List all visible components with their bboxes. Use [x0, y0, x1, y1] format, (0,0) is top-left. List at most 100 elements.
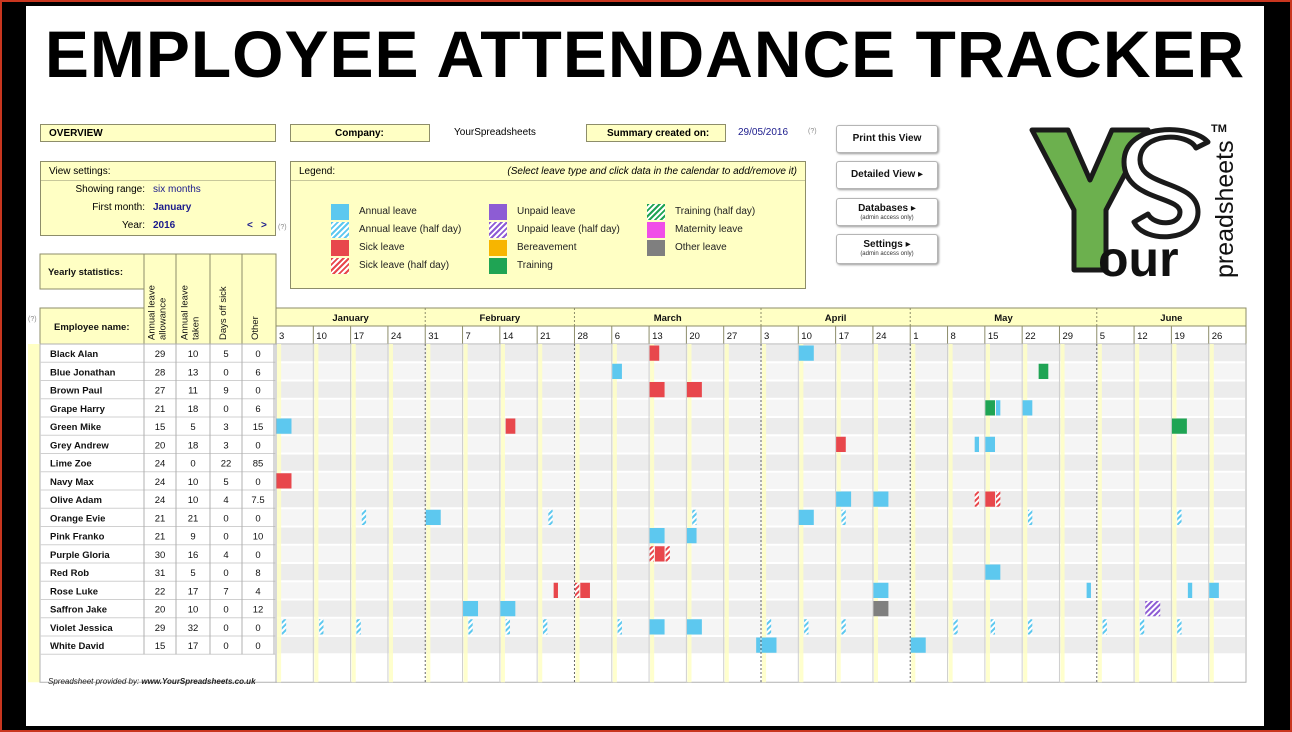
- employee-name[interactable]: Grape Harry: [50, 404, 106, 415]
- leave-entry-sick[interactable]: [654, 546, 665, 562]
- calendar-row[interactable]: [277, 399, 1245, 416]
- leave-entry-annual[interactable]: [985, 564, 1001, 580]
- leave-entry-annual[interactable]: [425, 509, 441, 525]
- legend-swatch[interactable]: [489, 222, 507, 238]
- leave-entry-annual[interactable]: [1209, 582, 1219, 598]
- leave-entry-annual[interactable]: [798, 345, 814, 361]
- employee-name[interactable]: Violet Jessica: [50, 623, 113, 634]
- legend-swatch[interactable]: [489, 240, 507, 256]
- leave-entry-annual[interactable]: [649, 528, 665, 544]
- employee-name[interactable]: Purple Gloria: [50, 550, 110, 561]
- legend-swatch[interactable]: [489, 258, 507, 274]
- leave-entry-sick[interactable]: [686, 382, 702, 398]
- leave-entry-annual-half[interactable]: [505, 619, 511, 635]
- leave-entry-annual[interactable]: [463, 601, 479, 617]
- legend-swatch[interactable]: [331, 222, 349, 238]
- calendar-row[interactable]: [277, 418, 1245, 435]
- summary-help-icon[interactable]: (?): [808, 128, 817, 135]
- legend-swatch[interactable]: [647, 222, 665, 238]
- leave-entry-annual-half[interactable]: [361, 509, 367, 525]
- calendar-row[interactable]: [277, 582, 1245, 599]
- legend-label[interactable]: Unpaid leave: [517, 206, 576, 217]
- employee-name[interactable]: Saffron Jake: [50, 605, 107, 616]
- leave-entry-training[interactable]: [1038, 363, 1049, 379]
- leave-entry-sick-half[interactable]: [649, 546, 654, 562]
- range-value[interactable]: six months: [153, 184, 201, 195]
- legend-swatch[interactable]: [331, 204, 349, 220]
- leave-entry-annual[interactable]: [612, 363, 622, 379]
- next-year-button[interactable]: >: [261, 220, 267, 231]
- leave-entry-annual-half[interactable]: [1177, 619, 1182, 635]
- footer-link[interactable]: www.YourSpreadsheets.co.uk: [141, 677, 256, 686]
- legend-swatch[interactable]: [647, 240, 665, 256]
- calendar-row[interactable]: [277, 618, 1245, 635]
- leave-entry-annual-half[interactable]: [990, 619, 996, 635]
- leave-entry-sick-half[interactable]: [574, 582, 580, 598]
- legend-label[interactable]: Bereavement: [517, 242, 577, 253]
- leave-entry-annual[interactable]: [873, 491, 889, 507]
- employee-name[interactable]: Orange Evie: [50, 513, 105, 524]
- calendar-row[interactable]: [277, 454, 1245, 471]
- year-value[interactable]: 2016: [153, 220, 176, 231]
- leave-entry-annual-half[interactable]: [468, 619, 473, 635]
- leave-entry-annual[interactable]: [1187, 582, 1193, 598]
- leave-entry-annual-half[interactable]: [356, 619, 361, 635]
- legend-swatch[interactable]: [331, 258, 349, 274]
- print-view-button[interactable]: Print this View: [836, 125, 938, 153]
- leave-entry-annual-half[interactable]: [1177, 509, 1182, 525]
- legend-swatch[interactable]: [647, 204, 665, 220]
- legend-label[interactable]: Maternity leave: [675, 224, 743, 235]
- leave-entry-training[interactable]: [985, 400, 996, 416]
- legend-label[interactable]: Unpaid leave (half day): [517, 224, 620, 235]
- leave-entry-annual[interactable]: [996, 400, 1001, 416]
- settings-button[interactable]: Settings ▸ (admin access only): [836, 234, 938, 264]
- legend-swatch[interactable]: [489, 204, 507, 220]
- leave-entry-annual-half[interactable]: [1139, 619, 1145, 635]
- leave-entry-annual-half[interactable]: [1027, 619, 1033, 635]
- leave-entry-sick[interactable]: [580, 582, 590, 598]
- leave-entry-other[interactable]: [873, 601, 889, 617]
- calendar-row[interactable]: [277, 491, 1245, 508]
- leave-entry-annual-half[interactable]: [841, 619, 846, 635]
- employee-name[interactable]: Grey Andrew: [50, 440, 109, 451]
- calendar-row[interactable]: [277, 527, 1245, 544]
- employee-name[interactable]: Brown Paul: [50, 386, 102, 397]
- leave-entry-sick[interactable]: [553, 582, 558, 598]
- legend-label[interactable]: Annual leave: [359, 206, 417, 217]
- leave-entry-annual[interactable]: [798, 509, 814, 525]
- employee-name[interactable]: Lime Zoe: [50, 459, 92, 470]
- stats-help-icon[interactable]: (?): [28, 316, 37, 323]
- leave-entry-training[interactable]: [1171, 418, 1187, 434]
- leave-entry-annual[interactable]: [500, 601, 516, 617]
- leave-entry-annual-half[interactable]: [281, 619, 287, 635]
- leave-entry-sick[interactable]: [505, 418, 516, 434]
- employee-name[interactable]: Rose Luke: [50, 586, 98, 597]
- leave-entry-annual[interactable]: [974, 436, 980, 452]
- leave-entry-annual[interactable]: [686, 619, 702, 635]
- leave-entry-annual-half[interactable]: [766, 619, 772, 635]
- employee-name[interactable]: Black Alan: [50, 349, 98, 360]
- company-field[interactable]: YourSpreadsheets: [429, 124, 570, 142]
- detailed-view-button[interactable]: Detailed View ▸: [836, 161, 938, 189]
- legend-label[interactable]: Sick leave (half day): [359, 260, 450, 271]
- leave-entry-unpaid-half[interactable]: [1145, 601, 1161, 617]
- legend-label[interactable]: Training (half day): [675, 206, 756, 217]
- leave-entry-annual-half[interactable]: [319, 619, 324, 635]
- prev-year-button[interactable]: <: [247, 220, 253, 231]
- legend-label[interactable]: Other leave: [675, 242, 727, 253]
- leave-entry-annual[interactable]: [756, 637, 761, 653]
- leave-entry-sick[interactable]: [276, 473, 292, 489]
- leave-entry-annual[interactable]: [910, 637, 926, 653]
- leave-entry-annual[interactable]: [836, 491, 852, 507]
- employee-name[interactable]: Navy Max: [50, 477, 95, 488]
- leave-entry-annual-half[interactable]: [841, 509, 846, 525]
- employee-name[interactable]: Green Mike: [50, 422, 101, 433]
- leave-entry-annual[interactable]: [761, 637, 777, 653]
- calendar-row[interactable]: [277, 363, 1245, 380]
- legend-label[interactable]: Sick leave: [359, 242, 405, 253]
- leave-entry-annual[interactable]: [1022, 400, 1033, 416]
- leave-entry-annual-half[interactable]: [548, 509, 553, 525]
- leave-entry-sick[interactable]: [985, 491, 996, 507]
- view-settings-help-icon[interactable]: (?): [278, 224, 287, 231]
- leave-entry-annual-half[interactable]: [617, 619, 622, 635]
